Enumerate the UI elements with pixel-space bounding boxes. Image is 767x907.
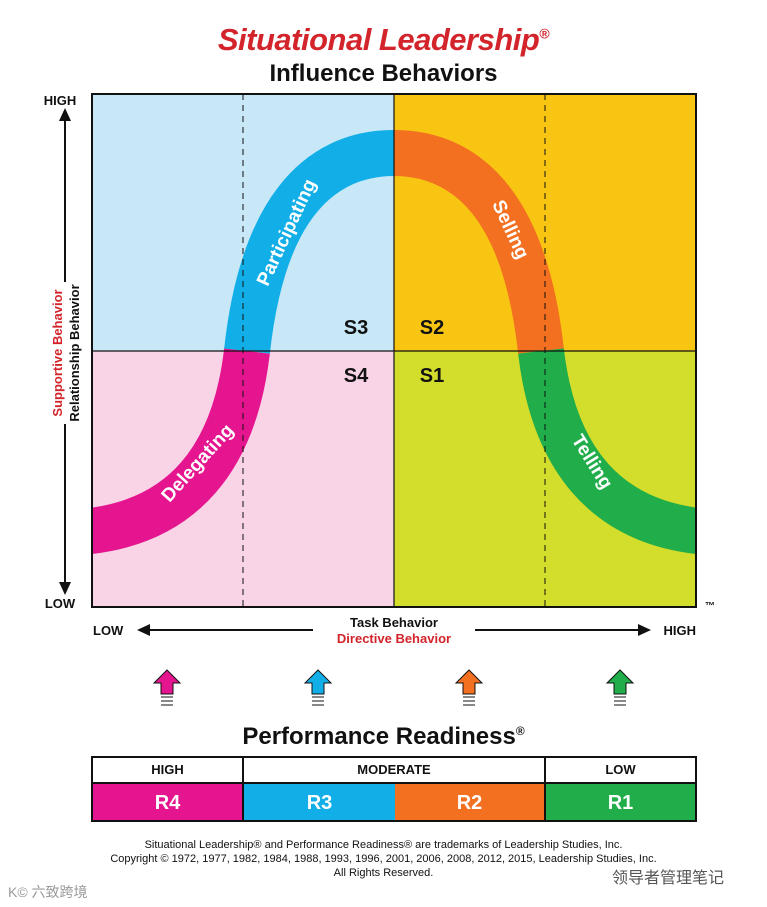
y-axis-high: HIGH — [44, 93, 77, 108]
style-label-s4: S4 — [344, 365, 369, 387]
x-axis-label-directive: Directive Behavior — [337, 631, 451, 646]
readiness-arrow-r3 — [303, 669, 333, 706]
readiness-registered-mark: ® — [515, 724, 525, 738]
y-axis-label-supportive: Supportive Behavior — [50, 289, 65, 416]
y-arrowhead-up — [59, 108, 71, 121]
readiness-header-high: HIGH — [93, 758, 244, 782]
x-axis-arrow — [137, 624, 651, 636]
grid-border — [91, 93, 697, 608]
readiness-cell-r1: R1 — [546, 782, 695, 820]
x-axis-low: LOW — [93, 623, 124, 638]
y-arrowhead-down — [59, 582, 71, 595]
curve-segment-telling — [518, 348, 696, 554]
x-arrowhead-right — [638, 624, 651, 636]
brand-registered-mark: ® — [539, 25, 550, 42]
footer-trademark-line: Situational Leadership® and Performance … — [144, 839, 623, 851]
footer-rights-line: All Rights Reserved. — [333, 867, 434, 879]
readiness-cell-r4: R4 — [93, 782, 244, 820]
style-label-s1: S1 — [420, 365, 444, 387]
readiness-cell-r3: R3 — [244, 782, 395, 820]
brand-title: Situational Leadership® — [0, 22, 767, 58]
copyright-footer: Situational Leadership® and Performance … — [0, 838, 767, 880]
footer-copyright-line: Copyright © 1972, 1977, 1982, 1984, 1988… — [110, 853, 657, 865]
style-label-s3: S3 — [344, 317, 368, 339]
leadership-curve — [92, 130, 696, 554]
readiness-title: Performance Readiness® — [0, 723, 767, 751]
readiness-arrow-r2 — [454, 669, 484, 706]
situational-leadership-model: Participating Selling Delegating Telling… — [44, 93, 715, 706]
readiness-arrow-r1 — [605, 669, 635, 706]
curve-segment-selling — [393, 130, 564, 354]
watermark-right: 领导者管理笔记 — [612, 870, 725, 887]
x-axis-label-task: Task Behavior — [350, 615, 438, 630]
readiness-header-moderate: MODERATE — [244, 758, 546, 782]
style-label-s2: S2 — [420, 317, 444, 339]
curve-segment-delegating — [92, 348, 270, 554]
diagram-title: Influence Behaviors — [269, 60, 498, 87]
brand-title-text: Situational Leadership — [217, 22, 540, 57]
x-axis-high: HIGH — [664, 623, 697, 638]
y-axis-label-relationship: Relationship Behavior — [67, 284, 82, 421]
trademark-symbol: ™ — [705, 601, 715, 612]
watermark-left: K© 六致跨境 — [8, 884, 88, 900]
readiness-cell-r2: R2 — [395, 782, 546, 820]
readiness-table: HIGH MODERATE LOW R4 R3 R2 R1 — [91, 756, 697, 822]
x-arrowhead-left — [137, 624, 150, 636]
curve-segment-participating — [224, 130, 395, 354]
readiness-header-low: LOW — [605, 762, 636, 777]
readiness-title-text: Performance Readiness — [242, 723, 516, 750]
y-axis-low: LOW — [45, 596, 76, 611]
readiness-arrow-r4 — [152, 669, 182, 706]
